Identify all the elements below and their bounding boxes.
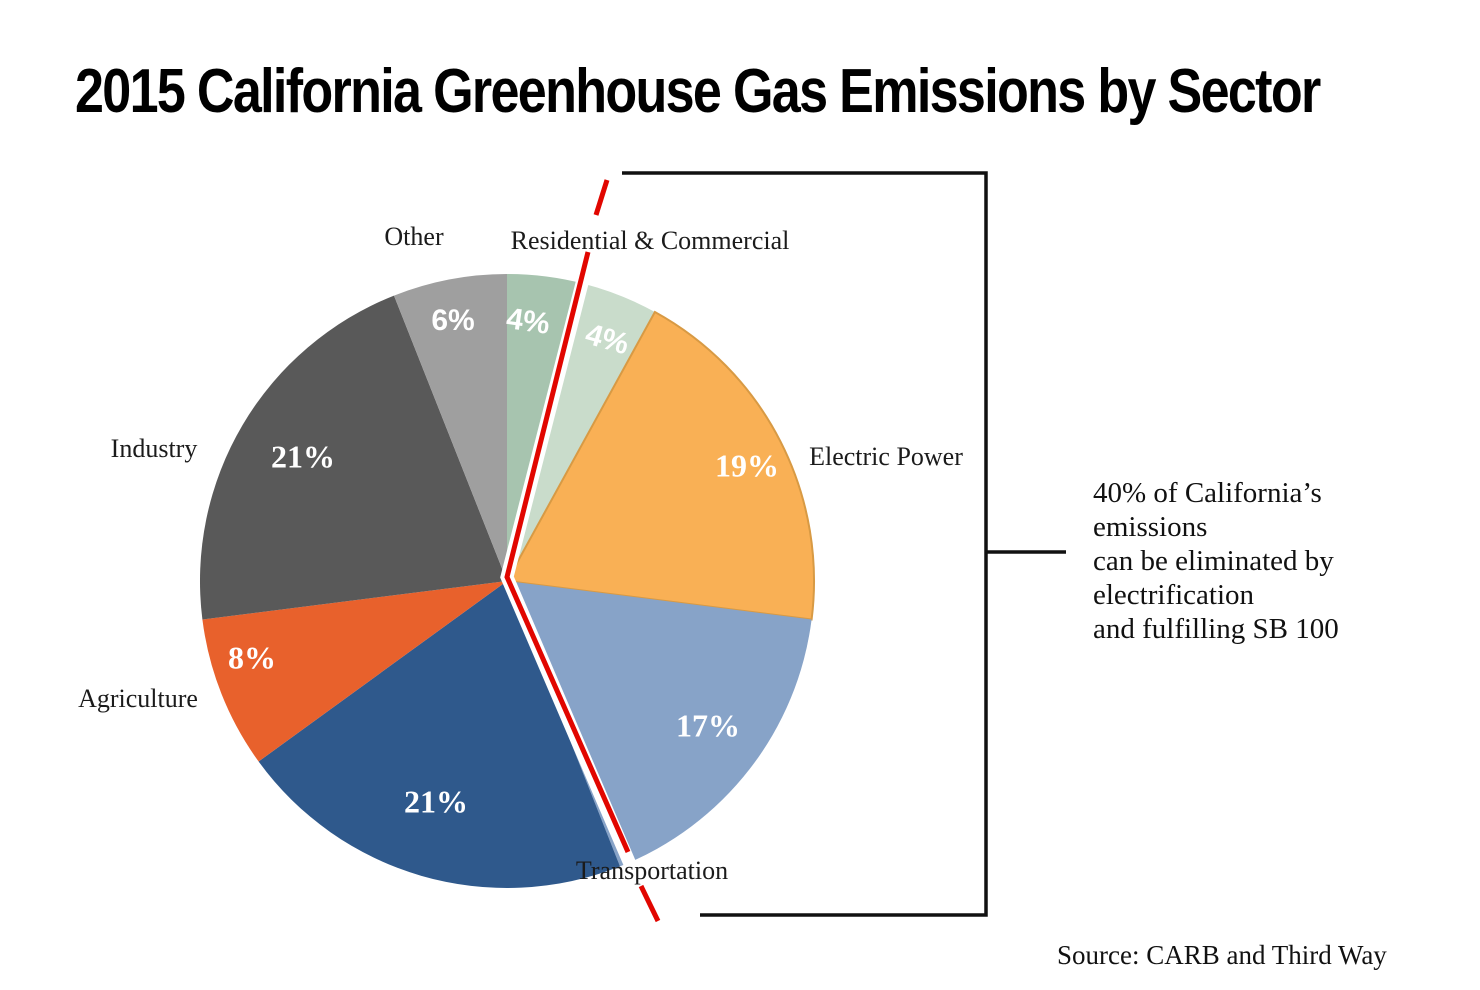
sector-label-agriculture: Agriculture bbox=[78, 684, 198, 713]
red-divider-line bbox=[504, 251, 631, 854]
pct-label-electric-power: 19% bbox=[715, 447, 779, 484]
red-divider-dash-bottom bbox=[638, 884, 661, 923]
pct-label-transportation-left: 21% bbox=[404, 783, 468, 820]
bracket bbox=[622, 171, 988, 917]
sector-label-transportation: Transportation bbox=[575, 856, 729, 885]
sector-label-electric-power: Electric Power bbox=[809, 442, 963, 471]
pct-label-other: 6% bbox=[431, 304, 475, 337]
source-credit: Source: CARB and Third Way bbox=[1057, 940, 1387, 970]
callout-line: emissions bbox=[1093, 511, 1208, 543]
pct-label-transportation-right: 17% bbox=[676, 707, 740, 744]
pie-slice-transportation-17 bbox=[507, 581, 812, 867]
callout-text: 40% of California’s emissions can be eli… bbox=[1093, 476, 1339, 646]
pct-label-agriculture: 8% bbox=[228, 639, 276, 676]
chart-title: 2015 California Greenhouse Gas Emissions… bbox=[75, 57, 1321, 126]
pct-label-residential-left: 4% bbox=[504, 302, 552, 341]
callout-line: 40% of California’s bbox=[1093, 477, 1322, 509]
sector-label-industry: Industry bbox=[110, 434, 198, 463]
red-divider-dash-top bbox=[593, 179, 610, 216]
pie-slice-transportation-21 bbox=[258, 581, 620, 888]
pie-slices-group bbox=[199, 273, 815, 888]
sector-label-other: Other bbox=[384, 222, 444, 251]
pie-slice-agriculture-8 bbox=[202, 581, 507, 762]
pie-slice-residential-commercial-4 bbox=[507, 283, 655, 581]
callout-line: can be eliminated by bbox=[1093, 545, 1334, 577]
sector-label-residential-commercial: Residential & Commercial bbox=[510, 226, 790, 255]
pie-slice-electric-power-19 bbox=[505, 310, 815, 621]
callout-line: and fulfilling SB 100 bbox=[1093, 613, 1339, 645]
pie-slice-other-6 bbox=[394, 274, 507, 581]
callout-line: electrification bbox=[1093, 579, 1255, 611]
pie-slice-industry-21 bbox=[199, 295, 507, 620]
pct-label-industry: 21% bbox=[271, 438, 335, 475]
